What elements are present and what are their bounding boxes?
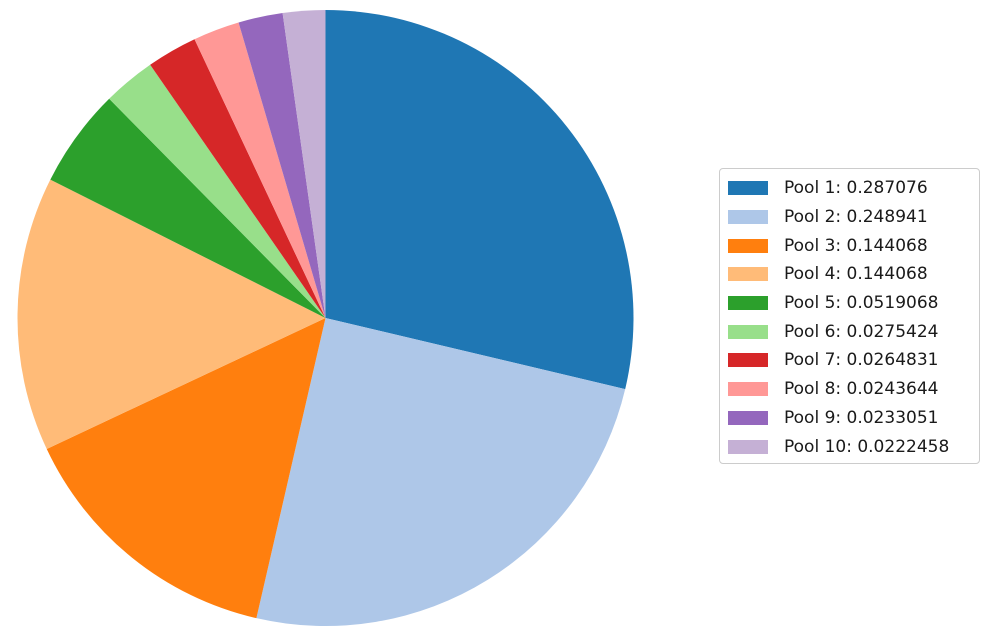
pie-slice-pool-10 — [282, 9, 326, 318]
legend-label: Pool 3: 0.144068 — [784, 235, 928, 256]
legend-label: Pool 7: 0.0264831 — [784, 350, 939, 371]
legend-swatch — [728, 410, 768, 425]
legend-entry: Pool 6: 0.0275424 — [728, 317, 979, 346]
legend-entry: Pool 9: 0.0233051 — [728, 404, 979, 433]
legend-label: Pool 8: 0.0243644 — [784, 379, 939, 400]
legend-entry: Pool 5: 0.0519068 — [728, 289, 979, 318]
pie-slice-pool-4 — [17, 179, 326, 449]
legend-swatch — [728, 439, 768, 454]
legend-label: Pool 9: 0.0233051 — [784, 407, 939, 428]
legend-entry: Pool 3: 0.144068 — [728, 231, 979, 260]
legend-label: Pool 10: 0.0222458 — [784, 436, 950, 457]
legend-entry: Pool 4: 0.144068 — [728, 260, 979, 289]
pie-slice-pool-1 — [325, 10, 634, 390]
legend-entry: Pool 7: 0.0264831 — [728, 346, 979, 375]
pie-slices — [17, 9, 634, 627]
legend-entry: Pool 1: 0.287076 — [728, 174, 979, 203]
legend-swatch — [728, 353, 768, 368]
legend-label: Pool 2: 0.248941 — [784, 207, 928, 228]
pie-slice-pool-9 — [238, 13, 326, 318]
legend-entry: Pool 8: 0.0243644 — [728, 375, 979, 404]
legend-swatch — [728, 324, 768, 339]
pie-slice-pool-3 — [46, 318, 326, 619]
pie-slice-pool-6 — [109, 64, 326, 318]
legend-label: Pool 1: 0.287076 — [784, 178, 928, 199]
pie-slice-pool-2 — [256, 318, 626, 627]
legend-swatch — [728, 181, 768, 196]
pie-slice-pool-7 — [150, 39, 326, 319]
legend-swatch — [728, 382, 768, 397]
legend-swatch — [728, 296, 768, 311]
legend-label: Pool 6: 0.0275424 — [784, 321, 939, 342]
legend-label: Pool 4: 0.144068 — [784, 264, 928, 285]
legend-entry: Pool 10: 0.0222458 — [728, 432, 979, 461]
legend-swatch — [728, 210, 768, 225]
legend-swatch — [728, 267, 768, 282]
legend-entry: Pool 2: 0.248941 — [728, 203, 979, 232]
legend-label: Pool 5: 0.0519068 — [784, 293, 939, 314]
legend: Pool 1: 0.287076 Pool 2: 0.248941 Pool 3… — [719, 168, 980, 464]
legend-swatch — [728, 238, 768, 253]
pie-slice-pool-5 — [50, 98, 326, 319]
pie-slice-pool-8 — [194, 22, 326, 319]
